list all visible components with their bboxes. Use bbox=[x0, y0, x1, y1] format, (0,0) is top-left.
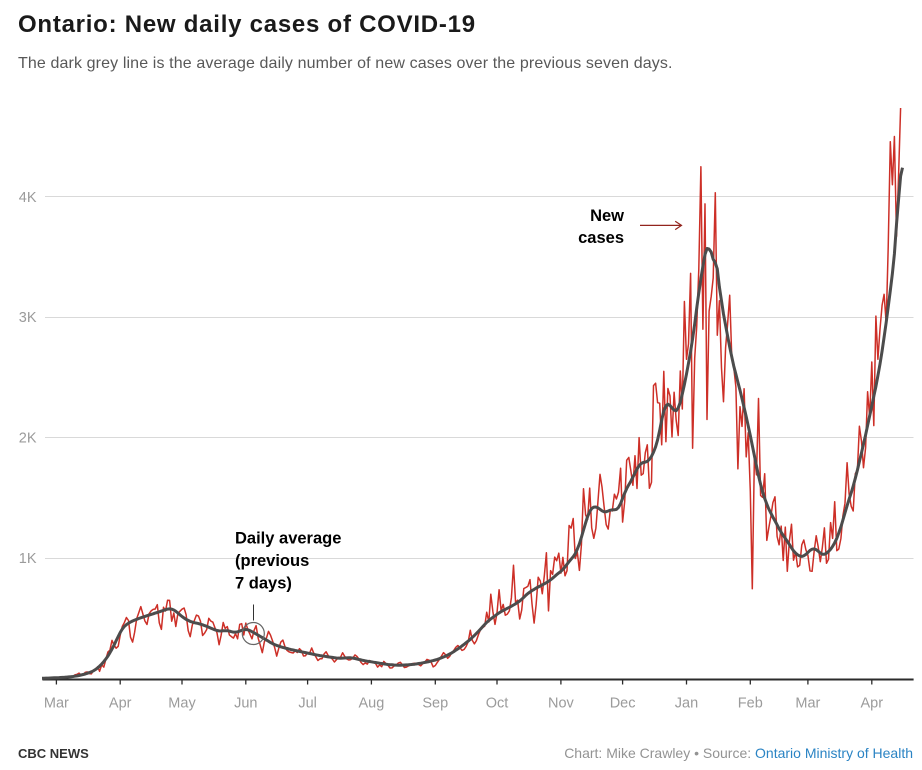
svg-text:Sep: Sep bbox=[422, 696, 448, 712]
svg-text:Jun: Jun bbox=[234, 696, 257, 712]
svg-text:1K: 1K bbox=[19, 551, 37, 567]
svg-text:cases: cases bbox=[578, 229, 624, 247]
svg-text:Feb: Feb bbox=[738, 696, 763, 712]
svg-text:Apr: Apr bbox=[109, 696, 132, 712]
svg-text:Oct: Oct bbox=[486, 696, 509, 712]
svg-text:7 days): 7 days) bbox=[235, 575, 292, 593]
svg-text:May: May bbox=[168, 696, 196, 712]
svg-text:(previous: (previous bbox=[235, 552, 309, 570]
svg-text:Mar: Mar bbox=[795, 696, 820, 712]
svg-text:2K: 2K bbox=[19, 431, 37, 447]
svg-text:Aug: Aug bbox=[358, 696, 384, 712]
svg-text:Mar: Mar bbox=[44, 696, 69, 712]
svg-text:New: New bbox=[590, 207, 624, 225]
svg-text:Apr: Apr bbox=[861, 696, 884, 712]
svg-text:Jan: Jan bbox=[675, 696, 698, 712]
svg-text:4K: 4K bbox=[19, 190, 37, 206]
svg-text:Jul: Jul bbox=[298, 696, 317, 712]
svg-text:Nov: Nov bbox=[548, 696, 575, 712]
svg-text:Dec: Dec bbox=[610, 696, 636, 712]
svg-text:3K: 3K bbox=[19, 310, 37, 326]
svg-text:Daily average: Daily average bbox=[235, 530, 341, 548]
